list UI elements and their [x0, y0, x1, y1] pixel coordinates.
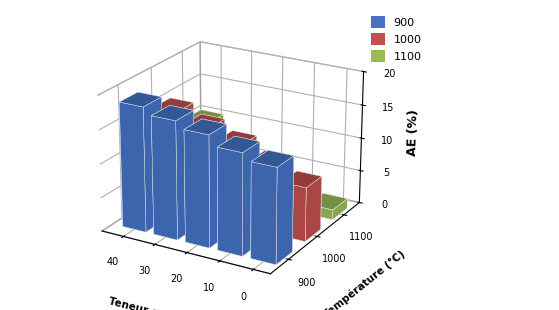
X-axis label: Teneur en boue
(% massique): Teneur en boue (% massique) — [105, 297, 198, 310]
Legend: 900, 1000, 1100: 900, 1000, 1100 — [367, 12, 426, 66]
Y-axis label: Température (°C): Température (°C) — [321, 249, 407, 310]
